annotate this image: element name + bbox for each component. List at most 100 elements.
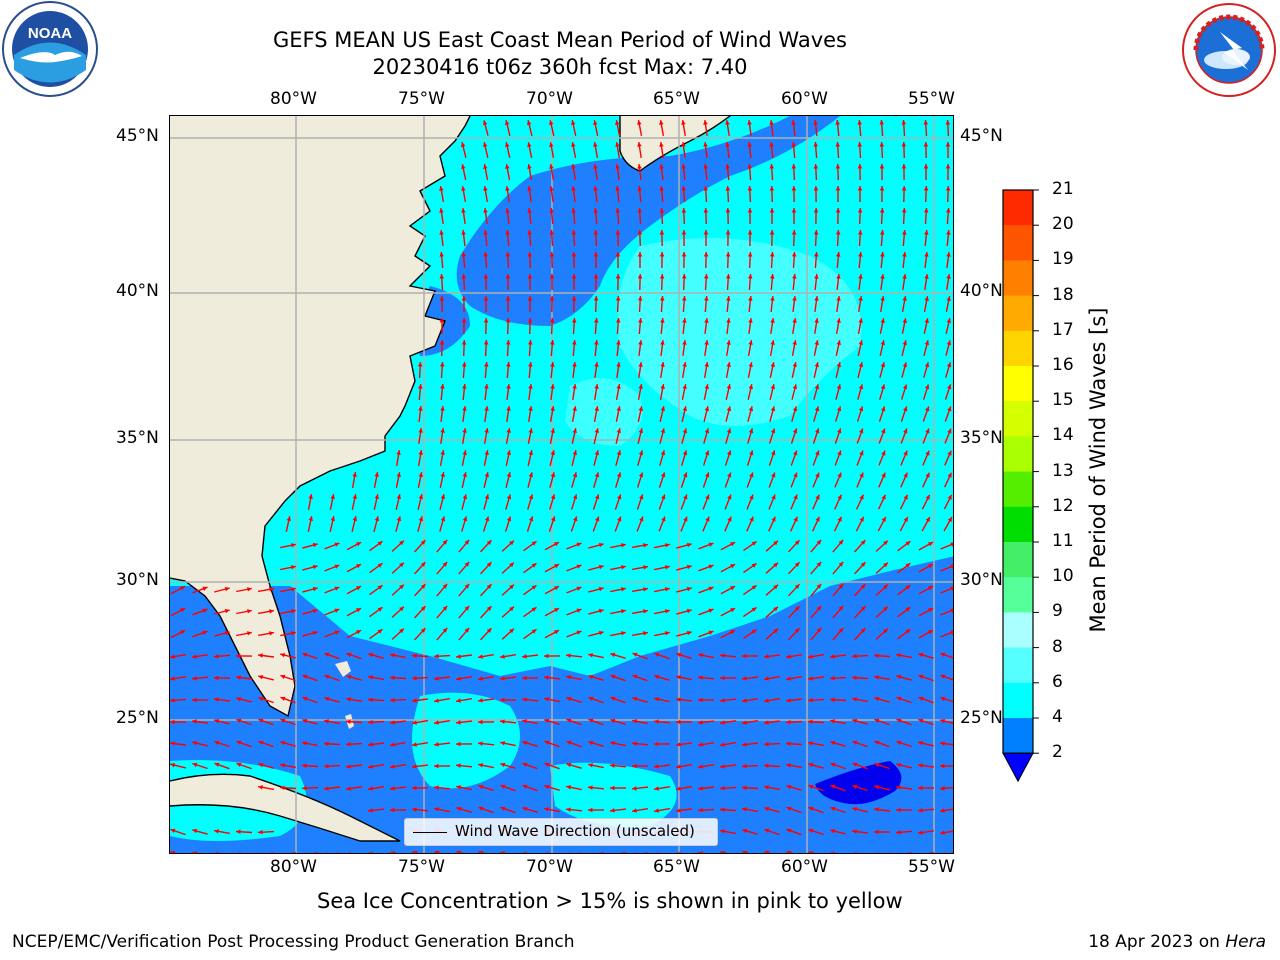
wind-wave-arrowhead [883, 606, 888, 612]
lat-tick-left: 35°N [116, 428, 159, 448]
wind-wave-arrowhead [659, 186, 664, 191]
footer-host: Hera [1225, 932, 1266, 952]
wind-wave-arrowhead [703, 252, 709, 257]
wind-wave-arrowhead [837, 428, 842, 434]
wind-wave-arrowhead [923, 186, 929, 191]
wind-wave-arrowhead [816, 627, 822, 633]
wind-wave-arrowhead [830, 806, 836, 812]
wind-wave-arrowhead [247, 631, 252, 636]
wind-wave-arrowhead [918, 763, 923, 768]
wind-wave-arrowhead [730, 630, 736, 635]
wind-wave-arrowhead [594, 494, 600, 500]
wind-wave-arrowhead [770, 428, 776, 434]
wind-wave-arrowhead [925, 494, 930, 500]
wind-wave-arrowhead [544, 653, 549, 659]
wind-wave-arrowhead [643, 587, 648, 592]
wind-wave-arrowhead [770, 384, 776, 390]
wind-wave-arrowhead [461, 252, 466, 257]
wind-wave-arrowhead [368, 719, 373, 725]
wind-wave-arrowhead [571, 164, 576, 169]
wind-wave-arrowhead [442, 583, 448, 589]
wind-wave-arrowhead [484, 472, 489, 478]
wind-wave-arrowhead [613, 852, 615, 853]
wind-wave-arrowhead [681, 120, 686, 125]
wind-wave-arrowhead [771, 472, 776, 478]
wind-wave-arrowhead [544, 740, 550, 745]
wind-wave-arrowhead [615, 274, 621, 279]
wind-wave-arrowhead [593, 296, 599, 301]
wind-wave-arrowhead [236, 653, 241, 659]
wind-wave-arrowhead [170, 698, 175, 703]
wind-wave-arrowhead [921, 852, 923, 853]
wind-wave-arrowhead [527, 186, 532, 191]
wind-wave-arrowhead [528, 428, 533, 433]
wind-wave-arrowhead [945, 120, 951, 125]
wind-wave-arrowhead [616, 406, 621, 411]
wind-wave-arrowhead [794, 562, 800, 567]
wind-wave-arrowhead [659, 142, 664, 147]
wind-wave-arrowhead [720, 675, 725, 681]
wind-wave-arrowhead [918, 718, 924, 724]
wind-wave-arrowhead [593, 208, 598, 213]
colorbar-segment [1003, 647, 1033, 684]
wind-wave-arrowhead [896, 674, 902, 680]
wind-wave-arrowhead [682, 362, 687, 367]
wind-wave-arrowhead [483, 318, 489, 323]
wind-wave-arrowhead [550, 472, 556, 478]
wind-wave-arrowhead [500, 806, 506, 811]
wind-wave-arrowhead [698, 653, 703, 658]
wind-wave-arrowhead [946, 252, 951, 257]
wind-wave-arrowhead [858, 230, 863, 235]
wind-wave-arrowhead [478, 698, 483, 703]
wind-wave-arrowhead [170, 719, 175, 725]
wind-wave-arrowhead [224, 586, 230, 592]
wind-wave-arrowhead [439, 274, 445, 279]
lon-tick-top: 65°W [653, 89, 700, 109]
wind-wave-arrowhead [727, 494, 732, 500]
wind-wave-arrowhead [638, 362, 643, 367]
wind-wave-arrowhead [374, 516, 380, 522]
colorbar-segment [1003, 260, 1033, 297]
wind-wave-arrowhead [786, 741, 791, 746]
wind-wave-arrowhead [291, 609, 296, 614]
wind-wave-arrowhead [594, 384, 599, 389]
wind-wave-arrowhead [720, 829, 725, 834]
wind-wave-arrowhead [764, 806, 770, 812]
wind-wave-arrowhead [527, 164, 532, 169]
wind-wave-arrowhead [815, 516, 820, 522]
wind-wave-arrowhead [836, 340, 841, 345]
wind-wave-arrowhead [506, 362, 511, 367]
wind-wave-arrowhead [334, 608, 340, 613]
wind-wave-arrowhead [830, 762, 836, 767]
wind-wave-arrowhead [791, 186, 797, 191]
wind-wave-arrowhead [506, 384, 511, 389]
wind-wave-arrowhead [681, 208, 687, 213]
wind-wave-arrowhead [434, 850, 440, 853]
wind-wave-arrowhead [683, 516, 688, 522]
wind-wave-arrowhead [639, 516, 644, 522]
wind-wave-arrowhead [616, 428, 621, 434]
wind-wave-arrowhead [566, 718, 572, 723]
wind-wave-arrowhead [352, 494, 357, 499]
wind-wave-arrowhead [527, 252, 533, 257]
wind-wave-arrowhead [835, 230, 841, 235]
lon-tick-top: 70°W [526, 89, 573, 109]
wind-wave-arrowhead [390, 720, 395, 725]
wind-wave-arrowhead [950, 608, 953, 613]
wind-wave-arrowhead [879, 164, 885, 169]
colorbar-level-label: 11 [1052, 531, 1074, 551]
wind-wave-arrowhead [258, 762, 264, 768]
wind-wave-arrowhead [816, 561, 822, 567]
wind-wave-arrowhead [859, 494, 864, 500]
wind-wave-arrowhead [531, 541, 537, 546]
wind-wave-arrowhead [704, 384, 709, 389]
wind-wave-arrowhead [814, 296, 819, 301]
wind-wave-arrowhead [434, 720, 439, 725]
wind-wave-arrowhead [725, 208, 731, 213]
wind-wave-arrowhead [214, 762, 220, 767]
wind-wave-arrowhead [791, 208, 797, 213]
wind-wave-arrowhead [905, 541, 911, 546]
noaa-logo-text: NOAA [28, 25, 72, 42]
wind-wave-arrowhead [730, 542, 736, 547]
wind-wave-arrowhead [504, 120, 510, 126]
